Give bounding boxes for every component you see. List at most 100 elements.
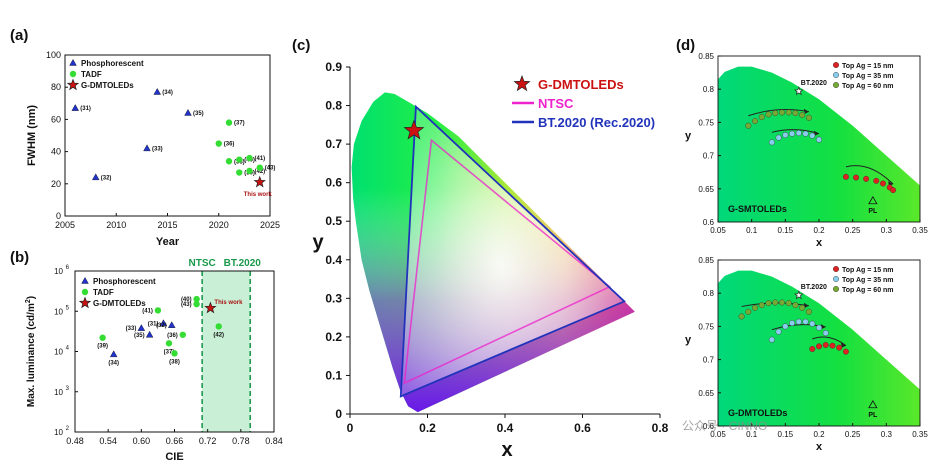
data-point bbox=[215, 140, 222, 147]
y-tick-label: 0.7 bbox=[703, 152, 715, 161]
y-axis-label: FWHM (nm) bbox=[26, 105, 38, 166]
data-label: (37) bbox=[234, 121, 245, 127]
legend-label: TADF bbox=[81, 70, 102, 79]
data-label: (35) bbox=[193, 111, 204, 117]
data-point bbox=[236, 169, 243, 176]
pl-marker bbox=[868, 195, 878, 205]
data-point bbox=[225, 119, 233, 126]
x-tick-label: 2025 bbox=[260, 220, 280, 230]
legend-label: Phosphorescent bbox=[81, 59, 144, 68]
data-point bbox=[225, 158, 233, 165]
data-label: (36) bbox=[167, 333, 178, 339]
data-point bbox=[853, 174, 860, 181]
legend-marker bbox=[833, 62, 840, 69]
data-point bbox=[805, 308, 812, 315]
subplot-2: 0.05 0.1 0.15 0.2 0.25 0.3 0.35 0.6 0.65 0.7 0.75 0… bbox=[685, 256, 928, 453]
legend-label: Top Ag = 60 nm bbox=[842, 83, 894, 90]
y-tick-label: 0.7 bbox=[325, 137, 342, 151]
panel-label: (c) bbox=[292, 37, 310, 54]
data-point bbox=[809, 320, 816, 327]
data-point bbox=[91, 173, 100, 181]
y-tick-label: 10 bbox=[54, 307, 63, 316]
region-label: BT.2020 bbox=[224, 258, 262, 269]
y-tick-label: 0.3 bbox=[325, 291, 342, 305]
data-label: (42) bbox=[213, 332, 224, 338]
x-tick-label: 0.1 bbox=[746, 226, 758, 235]
data-point bbox=[236, 156, 243, 163]
y-axis-label-sup: 2 bbox=[25, 299, 32, 303]
legend-marker bbox=[833, 81, 840, 88]
plot-frame bbox=[64, 54, 271, 217]
y-tick-exponent: 5 bbox=[66, 305, 70, 311]
bt2020-marker bbox=[794, 290, 804, 300]
legend-marker bbox=[81, 288, 89, 296]
x-axis-label: x bbox=[501, 439, 512, 461]
legend-marker bbox=[833, 276, 840, 283]
panel-label: (d) bbox=[676, 37, 695, 54]
data-label: (41) bbox=[255, 156, 266, 162]
y-tick-label: 10 bbox=[54, 348, 63, 357]
y-tick-exponent: 2 bbox=[66, 426, 70, 432]
y-tick-label: 0.85 bbox=[698, 52, 714, 61]
data-point bbox=[792, 110, 799, 117]
data-point bbox=[789, 320, 796, 327]
subplot-1: 0.05 0.1 0.15 0.2 0.25 0.3 0.35 0.6 0.65 0.7 0.75 0… bbox=[685, 52, 928, 249]
legend-label: BT.2020 (Rec.2020) bbox=[538, 115, 655, 130]
data-label: This work bbox=[244, 192, 273, 198]
x-tick-label: 0.4 bbox=[497, 421, 514, 435]
data-point bbox=[816, 136, 823, 143]
data-label: (40) bbox=[181, 297, 192, 303]
data-point bbox=[179, 331, 186, 338]
arrow-head bbox=[803, 108, 809, 114]
data-point bbox=[745, 308, 752, 315]
legend-label: Top Ag = 35 nm bbox=[842, 277, 894, 284]
y-tick-label: 0.85 bbox=[698, 256, 714, 265]
watermark-text: 公众号 · CINNO bbox=[682, 419, 767, 433]
legend-marker bbox=[513, 74, 531, 92]
data-point bbox=[768, 336, 775, 343]
data-point bbox=[778, 109, 785, 116]
data-point bbox=[99, 334, 106, 341]
y-tick-label: 0.8 bbox=[703, 85, 715, 94]
x-tick-label: 0.8 bbox=[652, 421, 669, 435]
x-tick-label: 0.78 bbox=[232, 436, 250, 446]
data-point bbox=[752, 118, 759, 125]
color-gamut-region bbox=[202, 271, 251, 432]
y-tick-label: 0.65 bbox=[698, 389, 714, 398]
x-tick-label: 0 bbox=[347, 421, 354, 435]
y-tick-exponent: 3 bbox=[66, 386, 70, 392]
x-tick-label: 0.25 bbox=[845, 430, 861, 439]
data-label: (34) bbox=[108, 360, 119, 366]
legend-label: Phosphorescent bbox=[93, 277, 156, 286]
x-axis-label: CIE bbox=[165, 451, 183, 462]
panel-c: (c) 0 0.2 0.4 0.6 0.8 0 0.1 0.2 0.3 0.4 0.5 0.6 0.7 0.… bbox=[292, 37, 669, 461]
y-axis-label: y bbox=[685, 130, 692, 142]
subplot-title: G-SMTOLEDs bbox=[728, 204, 787, 214]
x-tick-label: 2015 bbox=[157, 220, 177, 230]
data-point bbox=[109, 350, 118, 358]
data-point bbox=[809, 345, 816, 352]
data-point bbox=[809, 132, 816, 139]
data-point bbox=[193, 295, 200, 303]
bt2020-triangle bbox=[399, 104, 626, 398]
x-tick-label: 0.35 bbox=[912, 430, 928, 439]
x-tick-label: 0.84 bbox=[265, 436, 283, 446]
data-point bbox=[256, 164, 263, 171]
data-label: (32) bbox=[101, 175, 112, 181]
data-point bbox=[165, 340, 173, 347]
y-tick-label: 0.8 bbox=[325, 99, 342, 113]
data-point bbox=[758, 302, 765, 309]
legend-marker bbox=[833, 71, 840, 78]
y-tick-label: 10 bbox=[54, 267, 63, 276]
legend-label: Top Ag = 35 nm bbox=[842, 73, 894, 80]
data-label: (31) bbox=[80, 106, 91, 112]
data-label: (37) bbox=[164, 349, 175, 355]
data-point bbox=[795, 318, 802, 325]
x-tick-label: 0.2 bbox=[419, 421, 436, 435]
y-tick-label: 100 bbox=[46, 50, 61, 60]
data-point bbox=[71, 104, 80, 111]
arrow-head bbox=[840, 342, 846, 348]
legend-label: Top Ag = 60 nm bbox=[842, 287, 894, 294]
pl-marker bbox=[868, 399, 878, 409]
y-tick-label: 0.1 bbox=[325, 368, 342, 382]
